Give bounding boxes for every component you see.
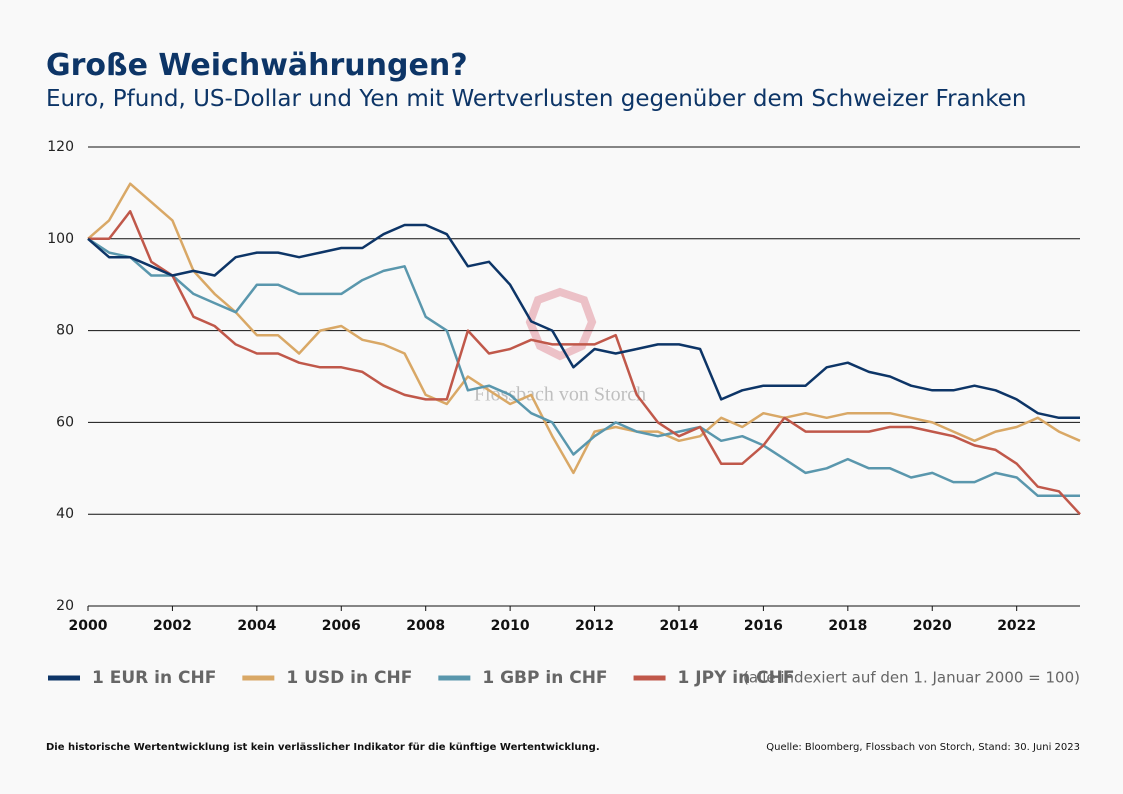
- legend-label: 1 EUR in CHF: [92, 668, 216, 688]
- watermark: Flossbach von Storch: [474, 384, 646, 406]
- series-line: [87, 223, 1080, 420]
- y-tick-label: 120: [47, 139, 74, 155]
- legend-note: (alle indexiert auf den 1. Januar 2000 =…: [743, 669, 1080, 687]
- logo: [525, 287, 597, 361]
- series-line: [87, 237, 1080, 498]
- x-tick-label: 2008: [406, 618, 445, 634]
- legend-label: 1 JPY in CHF: [678, 668, 795, 688]
- footnote: Die historische Wertentwicklung ist kein…: [46, 742, 600, 753]
- x-tick-label: 2002: [153, 618, 192, 634]
- x-tick-label: 2010: [491, 618, 530, 634]
- y-tick-label: 60: [56, 414, 74, 430]
- chart-title: Große Weichwährungen?: [46, 48, 468, 83]
- x-tick-label: 2022: [997, 618, 1036, 634]
- series-line: [87, 182, 1081, 475]
- chart-subtitle: Euro, Pfund, US-Dollar und Yen mit Wertv…: [46, 86, 1027, 112]
- x-tick-label: 2014: [659, 618, 698, 634]
- x-tick-label: 2000: [69, 618, 108, 634]
- series-line: [88, 210, 1081, 516]
- x-tick-label: 2016: [744, 618, 783, 634]
- y-tick-label: 40: [56, 506, 74, 522]
- x-tick-label: 2012: [575, 618, 614, 634]
- x-tick-label: 2004: [237, 618, 276, 634]
- y-tick-label: 100: [47, 231, 74, 247]
- source: Quelle: Bloomberg, Flossbach von Storch,…: [766, 742, 1080, 753]
- y-tick-label: 20: [56, 598, 74, 614]
- x-tick-label: 2018: [828, 618, 867, 634]
- x-tick-label: 2006: [322, 618, 361, 634]
- x-tick-label: 2020: [913, 618, 952, 634]
- legend-label: 1 USD in CHF: [286, 668, 412, 688]
- legend-label: 1 GBP in CHF: [482, 668, 607, 688]
- y-tick-label: 80: [56, 323, 74, 339]
